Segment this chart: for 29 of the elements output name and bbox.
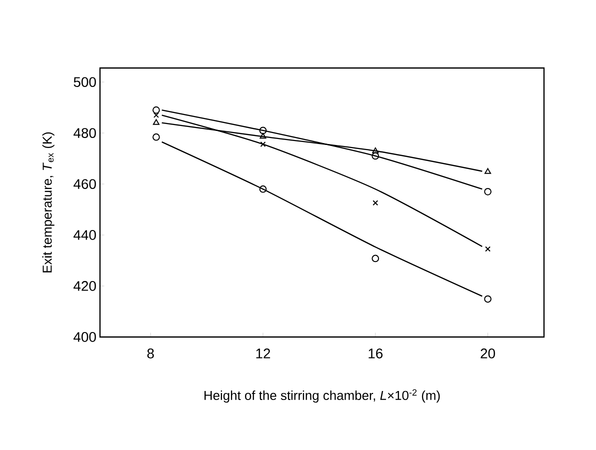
x-tick-label: 16 (368, 348, 383, 358)
point (484, 188, 492, 196)
line-series (161, 141, 483, 297)
point (372, 200, 378, 206)
y-tick-label: 440 (74, 230, 96, 240)
point (372, 147, 379, 154)
point (259, 126, 267, 134)
point (372, 254, 380, 262)
x-tick-label: 8 (147, 348, 154, 358)
x-tick-label: 20 (480, 348, 496, 358)
point (484, 168, 492, 174)
y-axis-title: Exit temperature, T$_{ex}$ (K) (42, 132, 54, 272)
y-tick-label: 400 (74, 332, 96, 342)
x-axis-title: Height of the stirring chamber, L×10$^{-2}$ (m) (204, 389, 440, 403)
line-series (161, 114, 483, 248)
y-tick-label: 420 (74, 281, 96, 291)
point (260, 141, 266, 147)
point (152, 119, 160, 125)
point (484, 295, 492, 303)
y-tick-label: 500 (74, 77, 96, 87)
point (259, 185, 267, 193)
x-tick-label: 12 (256, 348, 270, 358)
point (153, 112, 159, 118)
point (485, 246, 491, 252)
point (260, 132, 266, 139)
point (372, 152, 380, 160)
y-tick-label: 480 (74, 128, 96, 138)
y-tick-label: 460 (74, 179, 96, 189)
point (152, 133, 160, 141)
